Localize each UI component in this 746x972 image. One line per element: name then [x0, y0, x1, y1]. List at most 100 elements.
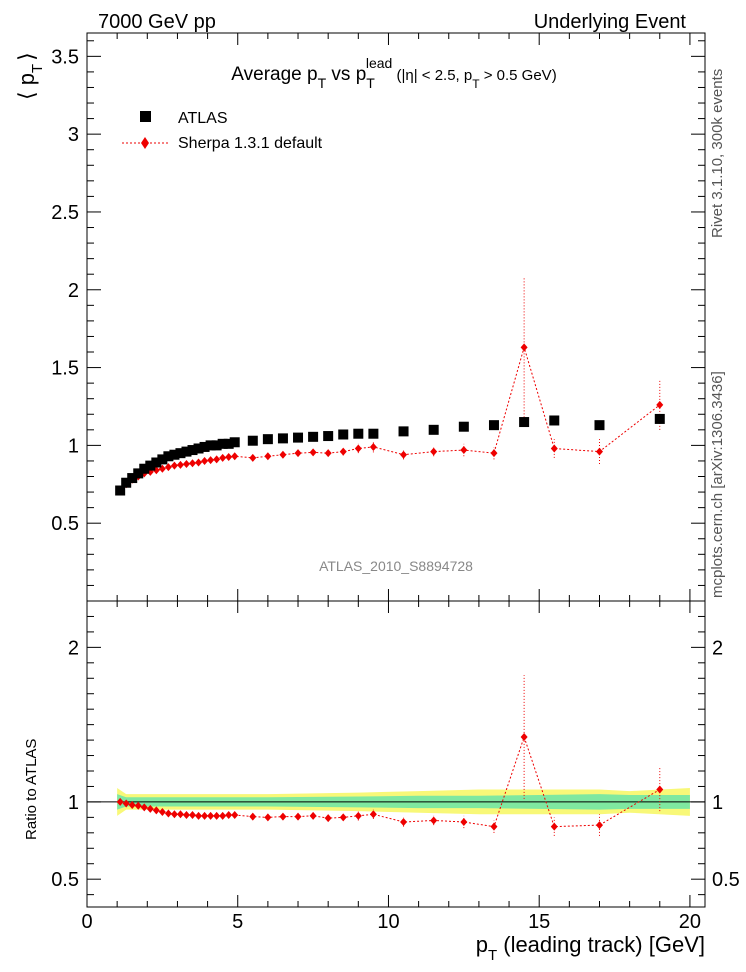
atlas-point [594, 420, 605, 431]
ylabel-part-b: T [29, 64, 46, 73]
atlas-point [368, 428, 379, 439]
main-sherpa-series [116, 277, 664, 495]
main-y-tick-label: 2.5 [51, 202, 79, 224]
main-y-label: ⟨ pT ⟩ [14, 52, 46, 100]
ratio-sherpa-point [339, 813, 347, 822]
atlas-point [121, 477, 132, 488]
ratio-sherpa-point [550, 822, 558, 831]
ratio-sherpa-point [264, 813, 272, 822]
xlabel-part-b: T [488, 947, 497, 964]
sherpa-point [279, 450, 287, 459]
legend-sherpa-marker [141, 137, 149, 149]
ratio-sherpa-point [231, 811, 239, 820]
x-tick-labels: 0 5 10 15 20 [81, 911, 701, 933]
ratio-sherpa-point [249, 812, 257, 821]
sherpa-point [324, 449, 332, 458]
atlas-point [549, 415, 560, 426]
header-left: 7000 GeV pp [98, 11, 216, 33]
atlas-point [293, 432, 304, 443]
atlas-point [199, 441, 210, 452]
atlas-point [353, 428, 364, 439]
ratio-sherpa-point [195, 811, 203, 820]
sherpa-point [656, 400, 664, 409]
ratio-sherpa-point [213, 811, 221, 820]
sherpa-point [309, 448, 317, 457]
ratio-frame [86, 600, 706, 908]
title-part-f: (|η| < 2.5, p [392, 67, 472, 84]
sherpa-point [164, 463, 172, 472]
mcplots-label: mcplots.cern.ch [arXiv:1306.3436] [709, 371, 726, 598]
atlas-point [193, 443, 204, 454]
atlas-point [247, 435, 258, 446]
sherpa-point [219, 453, 227, 462]
sherpa-point [369, 442, 377, 451]
atlas-point [163, 451, 174, 462]
ratio-sherpa-point [207, 811, 215, 820]
atlas-point [223, 438, 234, 449]
atlas-point [205, 440, 216, 451]
sherpa-point [460, 446, 468, 455]
title-part-d: T [366, 75, 375, 91]
ratio-sherpa-point [170, 810, 178, 819]
main-y-tick-labels: 0.5 1 1.5 2 2.5 3 3.5 [51, 46, 79, 535]
ratio-sherpa-point [595, 821, 603, 830]
atlas-point [145, 460, 156, 471]
sherpa-point [430, 447, 438, 456]
sherpa-line [119, 345, 661, 491]
ratio-sherpa-point [128, 801, 136, 809]
main-y-tick-label: 1.5 [51, 358, 79, 380]
main-y-tick-label: 3.5 [51, 46, 79, 68]
ratio-sherpa-point [294, 812, 302, 821]
x-axis-label: pT (leading track) [GeV] [476, 932, 705, 964]
atlas-point [654, 413, 665, 424]
atlas-point [308, 431, 319, 442]
ratio-sherpa-point [309, 811, 317, 820]
ratio-sherpa-point [656, 785, 664, 794]
title-part-h: > 0.5 GeV) [480, 67, 557, 84]
ratio-sherpa-point [140, 803, 148, 812]
sherpa-point [231, 452, 239, 461]
x-tick-label: 10 [377, 911, 399, 933]
ratio-sherpa-point [146, 804, 154, 813]
sherpa-point [400, 450, 408, 459]
ratio-sherpa-point [400, 818, 408, 826]
main-y-tick-label: 1 [68, 435, 79, 457]
sherpa-point [195, 458, 203, 467]
sherpa-point [264, 452, 272, 461]
ratio-y-tick-label: 1 [68, 792, 79, 814]
ratio-y-tick-label-right: 2 [712, 637, 723, 659]
atlas-point [229, 437, 240, 448]
sherpa-point [520, 343, 528, 352]
ratio-sherpa-point [520, 733, 528, 741]
atlas-point [127, 473, 138, 484]
sherpa-point [170, 461, 178, 470]
ratio-sherpa-point [189, 811, 197, 820]
ratio-y-tick-label-right: 1 [712, 792, 723, 814]
atlas-point [519, 417, 530, 428]
xlabel-part-a: p [476, 932, 488, 957]
main-y-tick-label: 0.5 [51, 513, 79, 535]
ylabel-part-c: ⟩ [14, 52, 39, 61]
legend-atlas-label: ATLAS [178, 110, 228, 127]
atlas-point [428, 424, 439, 435]
title-part-c: vs p [326, 64, 366, 85]
atlas-point [151, 457, 162, 468]
main-panel: 0.511.522.533.5 Average pT vs pTlead (|η… [14, 32, 706, 602]
x-tick-label: 0 [81, 911, 92, 933]
ylabel-part-a: ⟨ p [14, 73, 39, 100]
sherpa-point [176, 460, 184, 469]
ratio-y-tick-labels: 0.5 0.5 1 1 2 2 [51, 637, 740, 891]
atlas-point [323, 431, 334, 442]
sherpa-point [249, 453, 257, 462]
ratio-sherpa-point [158, 807, 166, 816]
main-y-tick-label: 2 [68, 280, 79, 302]
main-y-tick-label: 3 [68, 124, 79, 146]
atlas-point [488, 420, 499, 431]
legend-sherpa-label: Sherpa 1.3.1 default [178, 135, 323, 152]
ratio-sherpa-point [490, 822, 498, 831]
atlas-point [115, 485, 126, 496]
ratio-y-label: Ratio to ATLAS [23, 739, 40, 840]
xlabel-part-c: (leading track) [GeV] [497, 932, 705, 957]
ratio-sherpa-point [324, 814, 332, 823]
sherpa-point [182, 460, 190, 469]
